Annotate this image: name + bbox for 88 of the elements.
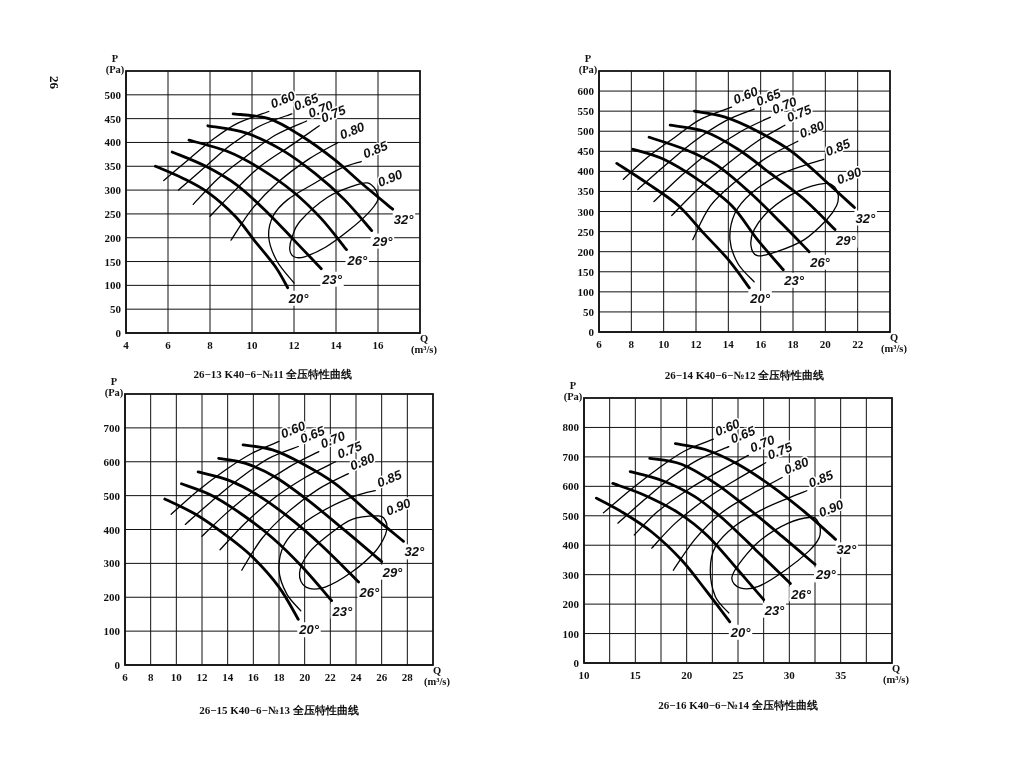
x-tick-label: 16	[372, 339, 384, 351]
x-tick-label: 20	[299, 671, 311, 683]
y-tick-label: 100	[562, 627, 580, 640]
x-tick-label: 22	[852, 338, 864, 350]
y-tick-label: 50	[110, 303, 122, 316]
y-tick-label: 350	[104, 160, 122, 173]
text: 26−16 K40−6−№14 全压特性曲线	[658, 699, 818, 711]
x-tick-label: 10	[658, 338, 670, 350]
y-tick-label: 150	[577, 265, 595, 278]
y-tick-label: 550	[577, 105, 595, 118]
x-tick-label: 12	[288, 339, 300, 351]
x-tick-label: 10	[170, 671, 183, 683]
y-tick-label: 500	[104, 88, 122, 101]
y-tick-label: 200	[103, 591, 121, 604]
y-tick-label: 150	[104, 255, 122, 268]
x-tick-label: 12	[196, 671, 208, 683]
y-axis-title: P (Pa)	[105, 53, 125, 76]
y-tick-label: 0	[114, 659, 121, 671]
y-axis-title: P (Pa)	[104, 376, 124, 399]
y-tick-label: 500	[103, 489, 121, 502]
y-tick-label: 400	[577, 165, 595, 178]
x-tick-label: 30	[783, 669, 796, 681]
y-tick-label: 450	[577, 145, 595, 158]
x-tick-label: 26	[376, 671, 388, 683]
text: 26	[47, 76, 62, 90]
y-tick-label: 200	[577, 245, 595, 258]
y-tick-label: 300	[562, 568, 580, 581]
text: 26−14 K40−6−№12 全压特性曲线	[664, 369, 825, 381]
y-tick-label: 800	[562, 421, 580, 434]
y-tick-label: 500	[562, 509, 580, 522]
x-tick-label: 16	[247, 671, 260, 683]
x-tick-label: 6	[122, 671, 129, 683]
x-tick-label: 8	[628, 338, 635, 350]
x-tick-label: 20	[681, 669, 693, 681]
x-tick-label: 35	[835, 669, 847, 681]
y-tick-label: 0	[115, 327, 122, 339]
x-tick-label: 12	[690, 338, 702, 350]
x-tick-label: 14	[330, 339, 342, 351]
y-tick-label: 400	[104, 136, 122, 149]
y-tick-label: 0	[588, 326, 595, 338]
y-tick-label: 100	[103, 625, 121, 638]
text: 26−15 K40−6−№13 全压特性曲线	[199, 704, 359, 716]
x-axis-title: Q (m³/s)	[411, 333, 438, 356]
x-tick-label: 15	[629, 669, 642, 681]
x-tick-label: 4	[123, 339, 130, 351]
y-tick-label: 700	[103, 421, 121, 434]
y-tick-label: 300	[577, 205, 595, 218]
x-tick-label: 18	[787, 338, 799, 350]
y-tick-label: 350	[577, 185, 595, 198]
x-axis-title: Q (m³/s)	[883, 663, 910, 686]
y-tick-label: 300	[104, 184, 122, 197]
x-tick-label: 14	[222, 671, 234, 683]
y-tick-label: 400	[562, 539, 580, 552]
x-tick-label: 14	[722, 338, 735, 350]
y-tick-label: 600	[562, 480, 580, 493]
y-tick-label: 200	[104, 231, 122, 244]
y-tick-label: 200	[562, 598, 580, 611]
x-tick-label: 8	[147, 671, 154, 683]
x-axis-title: Q (m³/s)	[881, 332, 908, 355]
x-axis-title: Q (m³/s)	[424, 665, 451, 688]
x-tick-label: 6	[596, 338, 603, 350]
x-tick-label: 8	[207, 339, 214, 351]
x-tick-label: 20	[819, 338, 832, 350]
y-axis-title: P (Pa)	[578, 53, 598, 76]
x-tick-label: 24	[350, 671, 362, 683]
y-tick-label: 600	[577, 85, 595, 98]
y-tick-label: 250	[577, 225, 595, 238]
y-tick-label: 450	[104, 112, 122, 125]
y-tick-label: 600	[103, 455, 121, 468]
x-tick-label: 28	[401, 671, 414, 683]
y-tick-label: 0	[573, 657, 580, 669]
x-tick-label: 6	[165, 339, 172, 351]
x-tick-label: 25	[732, 669, 744, 681]
y-tick-label: 700	[562, 450, 580, 463]
x-tick-label: 16	[755, 338, 767, 350]
x-tick-label: 18	[273, 671, 285, 683]
y-tick-label: 100	[577, 285, 595, 298]
y-tick-label: 400	[103, 523, 121, 536]
x-tick-label: 10	[246, 339, 258, 351]
y-axis-title: P (Pa)	[563, 380, 583, 403]
y-tick-label: 250	[104, 207, 122, 220]
text: 26−13 K40−6−№11 全压特性曲线	[193, 368, 353, 380]
x-tick-label: 10	[578, 669, 590, 681]
y-tick-label: 100	[104, 279, 122, 292]
y-tick-label: 50	[583, 305, 595, 318]
y-tick-label: 300	[103, 557, 121, 570]
x-tick-label: 22	[324, 671, 337, 683]
y-tick-label: 500	[577, 125, 595, 138]
